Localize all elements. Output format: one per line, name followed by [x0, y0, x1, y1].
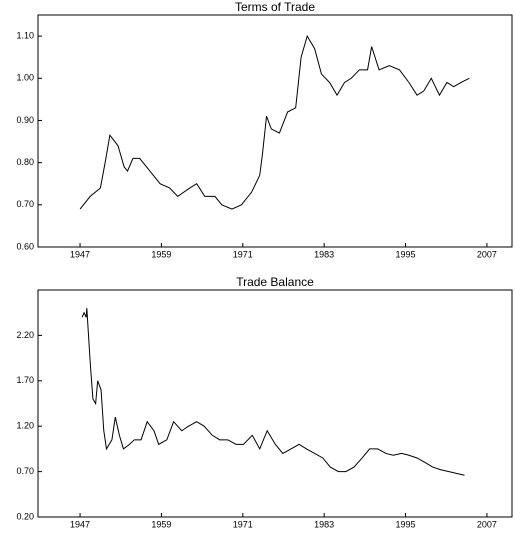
y-tick-label: 0.70 [16, 199, 34, 209]
y-tick-label: 0.20 [16, 511, 34, 521]
x-tick-label: 1995 [396, 519, 416, 529]
y-tick-label: 0.90 [16, 115, 34, 125]
plot-frame [37, 14, 513, 248]
y-tick-label: 1.20 [16, 421, 34, 431]
x-tick-label: 1971 [233, 249, 253, 259]
x-tick-label: 1947 [70, 249, 90, 259]
plot-frame [37, 289, 513, 518]
data-line [81, 308, 465, 476]
y-tick-label: 0.80 [16, 157, 34, 167]
x-tick-label: 1995 [396, 249, 416, 259]
chart-title: Terms of Trade [235, 0, 315, 14]
chart-title: Trade Balance [236, 275, 314, 289]
x-tick-label: 1959 [151, 519, 171, 529]
data-line [79, 34, 470, 210]
x-tick-label: 1983 [314, 519, 334, 529]
chart: Terms of Trade 0.60 0.70 0.80 0.90 1.00 1.10 19… [16, 0, 513, 259]
y-tick-label: 1.10 [16, 30, 34, 40]
x-tick-label: 1947 [70, 519, 90, 529]
y-tick-label: 1.00 [16, 73, 34, 83]
x-tick-label: 1971 [233, 519, 253, 529]
x-tick-label: 1959 [151, 249, 171, 259]
chart: Trade Balance 0.20 0.70 1.20 1.70 2.20 1947 195… [16, 275, 513, 529]
y-tick-label: 0.60 [16, 241, 34, 251]
x-tick-label: 2007 [477, 249, 497, 259]
x-tick-label: 2007 [477, 519, 497, 529]
y-tick-label: 0.70 [16, 466, 34, 476]
x-tick-label: 1983 [314, 249, 334, 259]
y-tick-label: 1.70 [16, 375, 34, 385]
y-tick-label: 2.20 [16, 330, 34, 340]
